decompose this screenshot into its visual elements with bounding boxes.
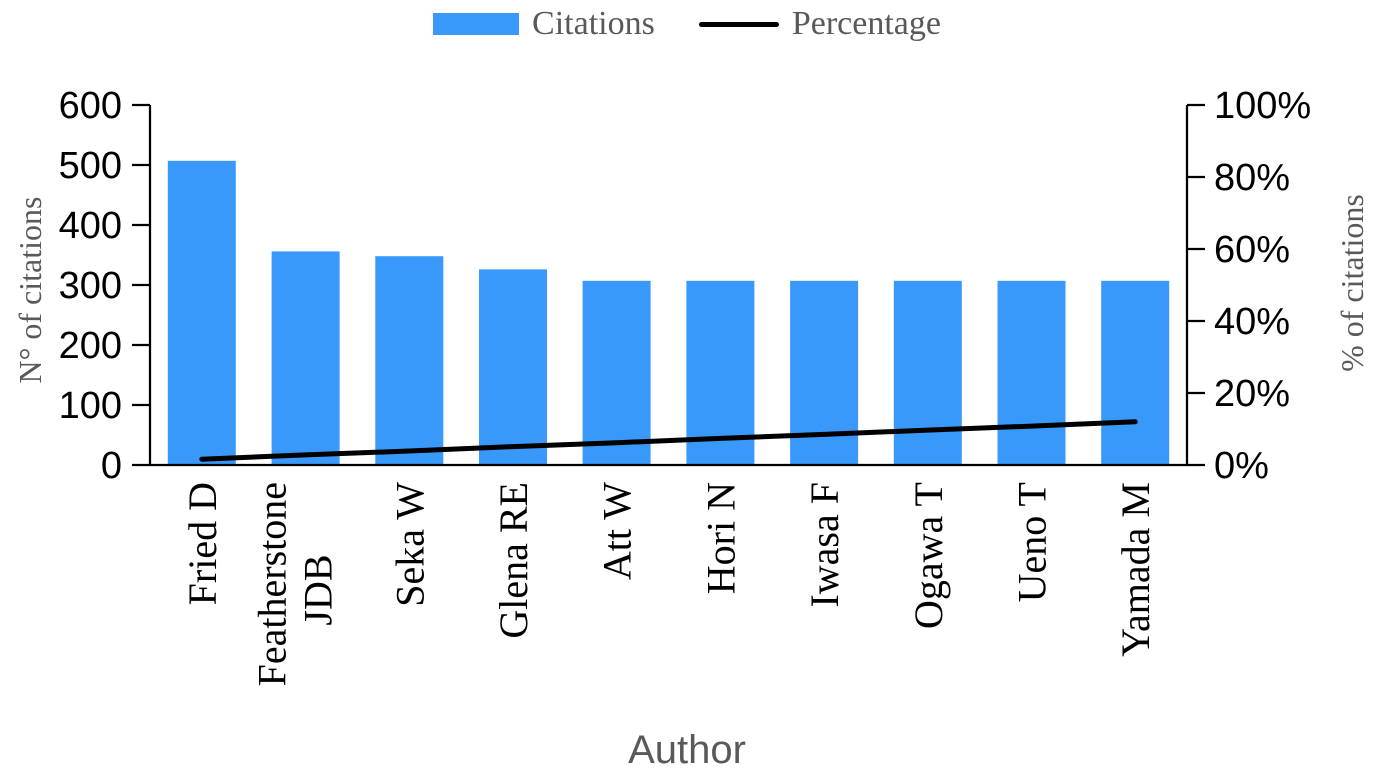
- category-label-line2-featherstone-jdb: JDB: [296, 554, 341, 625]
- category-label-seka-w: Seka W: [387, 482, 432, 607]
- left-tick-label: 600: [59, 85, 122, 127]
- left-tick-label: 400: [59, 205, 122, 247]
- category-label-iwasa-f: Iwasa F: [802, 482, 847, 608]
- legend-item-citations: Citations: [433, 7, 655, 41]
- right-tick-label: 80%: [1214, 157, 1290, 199]
- bar-fried-d: [167, 160, 236, 466]
- legend-label-percentage: Percentage: [791, 5, 941, 42]
- category-label-fried-d: Fried D: [180, 482, 225, 605]
- right-tick-label: 100%: [1214, 85, 1311, 127]
- bar-glena-re: [479, 269, 547, 465]
- legend-item-percentage: Percentage: [698, 5, 941, 42]
- category-label-hori-n: Hori N: [698, 482, 743, 594]
- right-tick-label: 20%: [1214, 373, 1290, 415]
- bar-yamada-m: [1101, 280, 1170, 465]
- left-tick-label: 300: [59, 265, 122, 307]
- category-label-ueno-t: Ueno T: [1009, 482, 1054, 602]
- category-label-ogawa-t: Ogawa T: [906, 482, 951, 629]
- category-label-yamada-m: Yamada M: [1113, 482, 1158, 657]
- percentage-line: [199, 419, 1138, 462]
- percentage-line-swatch-icon: [698, 21, 779, 27]
- right-tick-label: 0%: [1214, 445, 1269, 487]
- bar-seka-w: [375, 256, 444, 465]
- left-tick-label: 200: [59, 325, 122, 367]
- category-label-glena-re: Glena RE: [491, 482, 536, 639]
- category-label-featherstone-jdb: Featherstone: [250, 482, 295, 686]
- legend-label-citations: Citations: [532, 5, 655, 42]
- bar-featherstone-jdb: [271, 251, 340, 465]
- left-tick-label: 500: [59, 145, 122, 187]
- bar-ogawa-t: [893, 280, 962, 465]
- x-axis-title: Author: [628, 728, 746, 772]
- left-tick-label: 0: [101, 445, 122, 487]
- category-label-att-w: Att W: [595, 482, 640, 580]
- left-tick-label: 100: [59, 385, 122, 427]
- chart-legend: Citations Percentage: [0, 2, 1374, 46]
- bar-att-w: [582, 280, 651, 465]
- right-tick-label: 40%: [1214, 301, 1290, 343]
- bar-hori-n: [686, 280, 755, 465]
- citations-bar-swatch-icon: [433, 13, 520, 35]
- right-tick-label: 60%: [1214, 229, 1290, 271]
- bar-ueno-t: [997, 280, 1066, 465]
